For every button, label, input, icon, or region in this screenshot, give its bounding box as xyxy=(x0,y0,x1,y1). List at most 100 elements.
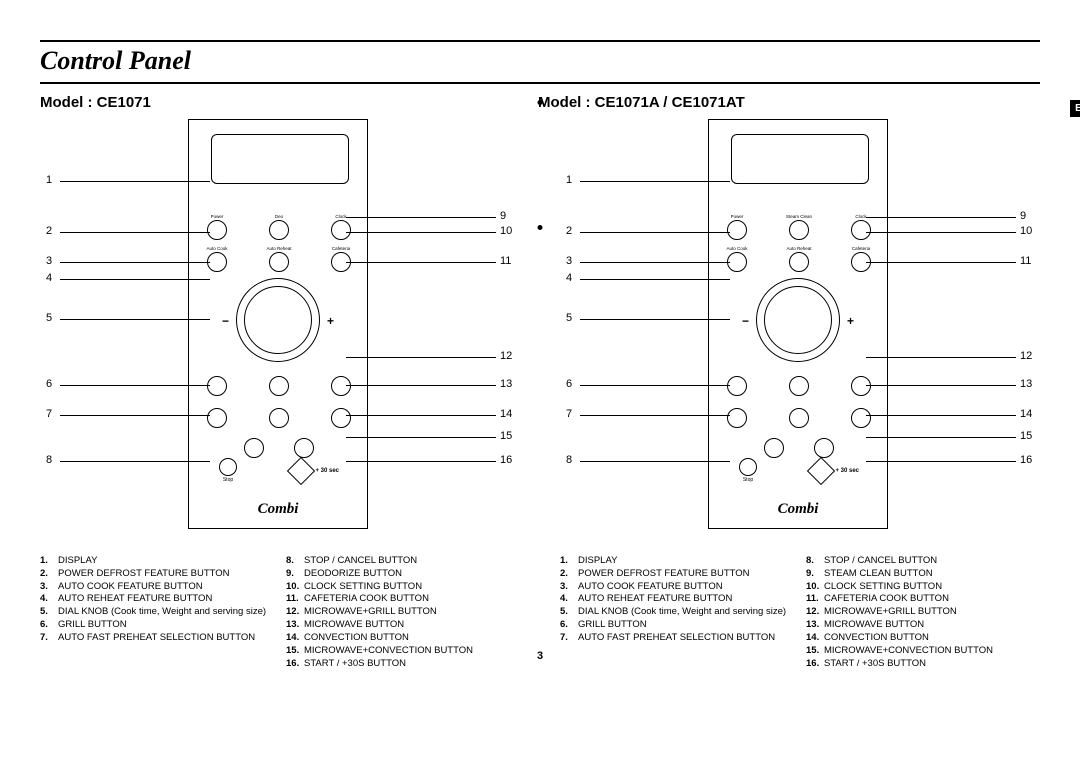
legend-item: 14.CONVECTION BUTTON xyxy=(286,632,520,645)
legend-number: 1. xyxy=(560,555,578,568)
minus-icon: − xyxy=(742,314,749,328)
leader-number: 3 xyxy=(566,255,572,267)
legend-col: 1.DISPLAY2.POWER DEFROST FEATURE BUTTON3… xyxy=(560,555,794,670)
legend-number: 15. xyxy=(286,645,304,658)
legend-number: 12. xyxy=(286,606,304,619)
legend-number: 2. xyxy=(560,568,578,581)
leader-line xyxy=(866,437,1016,438)
button-row xyxy=(727,404,871,432)
dot-icon xyxy=(538,100,543,105)
legend-number: 16. xyxy=(286,658,304,671)
leader-line xyxy=(60,461,210,462)
panel-button xyxy=(851,376,871,396)
legend-text: MICROWAVE+CONVECTION BUTTON xyxy=(824,645,1040,658)
leader-number: 12 xyxy=(500,350,512,362)
legend-item: 11.CAFETERIA COOK BUTTON xyxy=(806,593,1040,606)
button-label: Clock xyxy=(335,214,346,219)
leader-number: 4 xyxy=(566,272,572,284)
button-row: PowerDeoClock xyxy=(207,216,351,244)
panel-button: Clock xyxy=(851,220,871,240)
legend-text: CLOCK SETTING BUTTON xyxy=(824,581,1040,594)
panel-button: Auto Reheat xyxy=(789,252,809,272)
leader-number: 3 xyxy=(46,255,52,267)
panel-wrap: PowerDeoClockAuto CookAuto ReheatCafeter… xyxy=(40,119,520,539)
legend-number: 3. xyxy=(40,581,58,594)
button-label: Steam Clean xyxy=(786,214,812,219)
leader-line xyxy=(346,461,496,462)
panel-button xyxy=(207,376,227,396)
button-label: Power xyxy=(211,214,224,219)
panel-button: Auto Cook xyxy=(207,252,227,272)
panel-button: Clock xyxy=(331,220,351,240)
legend-item: 6.GRILL BUTTON xyxy=(560,619,794,632)
button-label: Power xyxy=(731,214,744,219)
panel-button: Auto Cook xyxy=(727,252,747,272)
leader-number: 14 xyxy=(1020,408,1032,420)
leader-line xyxy=(580,415,730,416)
legend-item: 16.START / +30S BUTTON xyxy=(286,658,520,671)
legend-number: 8. xyxy=(286,555,304,568)
button-label: Cafeteria xyxy=(332,246,350,251)
legend-text: CONVECTION BUTTON xyxy=(824,632,1040,645)
display-screen xyxy=(211,134,349,184)
leader-line xyxy=(60,181,210,182)
legend-number: 7. xyxy=(560,632,578,645)
legend-text: AUTO FAST PREHEAT SELECTION BUTTON xyxy=(578,632,794,645)
panel-button xyxy=(269,408,289,428)
legend-text: AUTO COOK FEATURE BUTTON xyxy=(58,581,274,594)
legend-text: DEODORIZE BUTTON xyxy=(304,568,520,581)
start-button xyxy=(287,456,315,484)
legend-text: AUTO REHEAT FEATURE BUTTON xyxy=(58,593,274,606)
leader-number: 16 xyxy=(1020,454,1032,466)
legend-item: 10.CLOCK SETTING BUTTON xyxy=(806,581,1040,594)
dial-knob: −+ xyxy=(236,278,320,362)
display-screen xyxy=(731,134,869,184)
panel-button xyxy=(789,408,809,428)
plus30-label: + 30 sec xyxy=(835,468,859,474)
legend-text: MICROWAVE+GRILL BUTTON xyxy=(824,606,1040,619)
minus-icon: − xyxy=(222,314,229,328)
legend-text: STEAM CLEAN BUTTON xyxy=(824,568,1040,581)
legend-item: 4.AUTO REHEAT FEATURE BUTTON xyxy=(40,593,274,606)
panel-button: Steam Clean xyxy=(789,220,809,240)
panel-button xyxy=(727,408,747,428)
panel-button xyxy=(727,376,747,396)
legend-item: 13.MICROWAVE BUTTON xyxy=(806,619,1040,632)
diagram-col-right: Power Steam Clean Clock Auto Cook Auto Rehea… xyxy=(560,119,1040,670)
dial-knob: −+ xyxy=(756,278,840,362)
model-label-left: Model : CE1071 xyxy=(40,94,151,111)
legend-text: MICROWAVE BUTTON xyxy=(824,619,1040,632)
legend-item: 7.AUTO FAST PREHEAT SELECTION BUTTON xyxy=(560,632,794,645)
leader-number: 6 xyxy=(46,378,52,390)
leader-number: 1 xyxy=(46,174,52,186)
plus-icon: + xyxy=(327,314,334,328)
leader-line xyxy=(60,319,210,320)
leader-line xyxy=(866,415,1016,416)
legend-text: STOP / CANCEL BUTTON xyxy=(304,555,520,568)
leader-line xyxy=(346,232,496,233)
legend-col: 8.STOP / CANCEL BUTTON9.STEAM CLEAN BUTT… xyxy=(806,555,1040,670)
leader-number: 13 xyxy=(1020,378,1032,390)
legend-row-left: 1.DISPLAY2.POWER DEFROST FEATURE BUTTON3… xyxy=(40,555,520,670)
leader-line xyxy=(866,461,1016,462)
legend-text: CAFETERIA COOK BUTTON xyxy=(824,593,1040,606)
legend-number: 6. xyxy=(560,619,578,632)
legend-number: 12. xyxy=(806,606,824,619)
button-label: Auto Reheat xyxy=(786,246,811,251)
button-label: Cafeteria xyxy=(852,246,870,251)
leader-number: 9 xyxy=(500,210,506,222)
leader-line xyxy=(580,181,730,182)
combi-logo: Combi xyxy=(189,501,367,518)
legend-number: 13. xyxy=(806,619,824,632)
button-row: Power Steam Clean Clock xyxy=(727,216,871,244)
legend-number: 14. xyxy=(286,632,304,645)
start-button xyxy=(807,456,835,484)
leader-number: 8 xyxy=(566,454,572,466)
leader-line xyxy=(346,385,496,386)
legend-item: 5.DIAL KNOB (Cook time, Weight and servi… xyxy=(560,606,794,619)
legend-number: 2. xyxy=(40,568,58,581)
legend-text: DISPLAY xyxy=(578,555,794,568)
legend-item: 4.AUTO REHEAT FEATURE BUTTON xyxy=(560,593,794,606)
plus30-label: + 30 sec xyxy=(315,468,339,474)
plus-icon: + xyxy=(847,314,854,328)
